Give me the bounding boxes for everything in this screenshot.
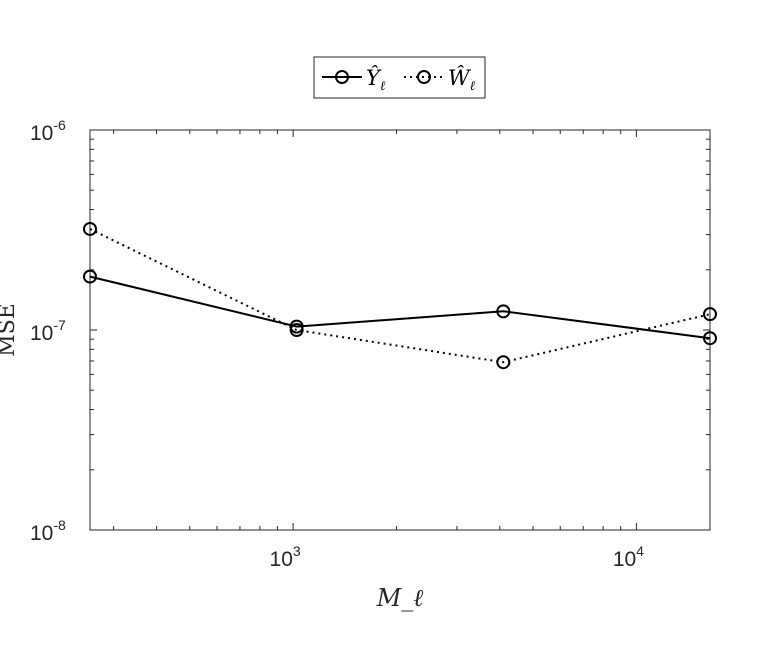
legend-entry-1: Ŷℓ — [322, 66, 386, 94]
y-tick-label: 10-7 — [30, 317, 66, 345]
x-axis-label: M_ℓ — [376, 584, 424, 612]
legend: Ŷℓ Ŵℓ — [313, 56, 486, 99]
legend-label: Ŷℓ — [366, 66, 386, 94]
x-tick-labels: 103 104 — [270, 543, 645, 571]
series-1-point — [496, 304, 511, 319]
series-1-point — [703, 331, 717, 346]
series-1-point — [83, 269, 97, 284]
series-2-point — [83, 221, 97, 236]
legend-marker — [417, 70, 431, 84]
plot-frame — [89, 129, 711, 531]
series-2-point — [289, 323, 304, 337]
plot-background — [90, 130, 710, 530]
series-2-point — [496, 355, 511, 370]
legend-label: Ŵℓ — [448, 66, 476, 94]
x-tick-label: 103 — [270, 543, 301, 571]
y-axis-label: MSE — [0, 303, 20, 357]
legend-entry-2: Ŵℓ — [404, 66, 476, 94]
y-tick-label: 10-8 — [30, 517, 66, 545]
series-line-1 — [89, 275, 711, 340]
y-tick-label: 10-6 — [30, 117, 66, 145]
series-layer — [83, 221, 717, 370]
series-2-point — [703, 307, 717, 322]
minor-ticks — [90, 130, 710, 530]
series-line-2 — [89, 228, 711, 364]
legend-marker — [335, 70, 349, 84]
y-tick-labels: 10-8 10-7 10-6 — [30, 117, 66, 545]
x-tick-label: 104 — [613, 543, 644, 571]
